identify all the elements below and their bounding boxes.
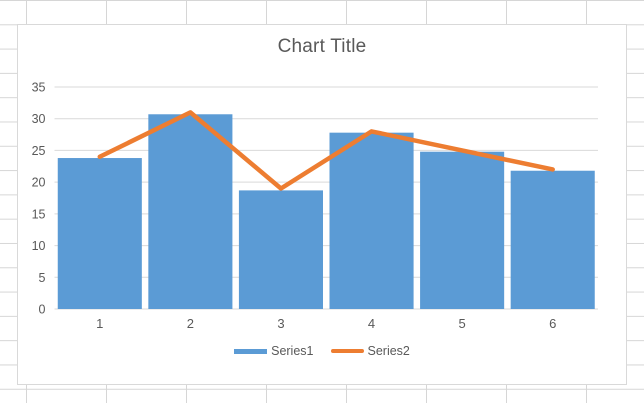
x-tick-label: 1: [96, 316, 103, 331]
plot-area[interactable]: 0 5 10 15 20 25 30 35 1 2 3 4 5 6: [18, 25, 628, 386]
legend-label-series2: Series2: [367, 344, 410, 358]
x-tick-label: 2: [187, 316, 194, 331]
legend[interactable]: Series1 Series2: [18, 344, 626, 358]
y-tick-label: 35: [32, 81, 46, 95]
x-tick-label: 5: [459, 316, 466, 331]
y-tick-label: 30: [32, 112, 46, 126]
y-tick-label: 25: [32, 144, 46, 158]
series2-swatch-icon: [330, 349, 364, 353]
legend-item-series2[interactable]: Series2: [330, 344, 410, 358]
x-axis[interactable]: 1 2 3 4 5 6: [96, 316, 556, 331]
x-tick-label: 6: [549, 316, 556, 331]
y-tick-label: 0: [39, 303, 46, 317]
bar-category-4[interactable]: [329, 132, 414, 309]
bar-category-2[interactable]: [148, 114, 233, 309]
y-gridlines: [54, 86, 598, 310]
bar-category-6[interactable]: [510, 170, 595, 309]
line-series[interactable]: [97, 110, 555, 191]
y-axis[interactable]: 0 5 10 15 20 25 30 35: [32, 81, 46, 317]
y-tick-label: 15: [32, 207, 46, 221]
y-tick-label: 20: [32, 176, 46, 190]
chart-title[interactable]: Chart Title: [277, 36, 367, 57]
y-tick-label: 10: [32, 239, 46, 253]
series1-swatch-icon: [234, 348, 268, 354]
bar-category-1[interactable]: [57, 158, 142, 309]
bar-category-3[interactable]: [238, 190, 323, 309]
y-tick-label: 5: [39, 271, 46, 285]
legend-item-series1[interactable]: Series1: [234, 344, 314, 358]
bar-category-5[interactable]: [420, 151, 505, 309]
bar-series[interactable]: [57, 114, 595, 309]
legend-label-series1: Series1: [271, 344, 314, 358]
x-tick-label: 4: [368, 316, 375, 331]
x-tick-label: 3: [277, 316, 284, 331]
line-series-group[interactable]: [97, 110, 555, 191]
chart[interactable]: Chart Title 0 5 10 15 20 25 30 35 1 2 3 4 5 6 Series1…: [17, 24, 627, 385]
